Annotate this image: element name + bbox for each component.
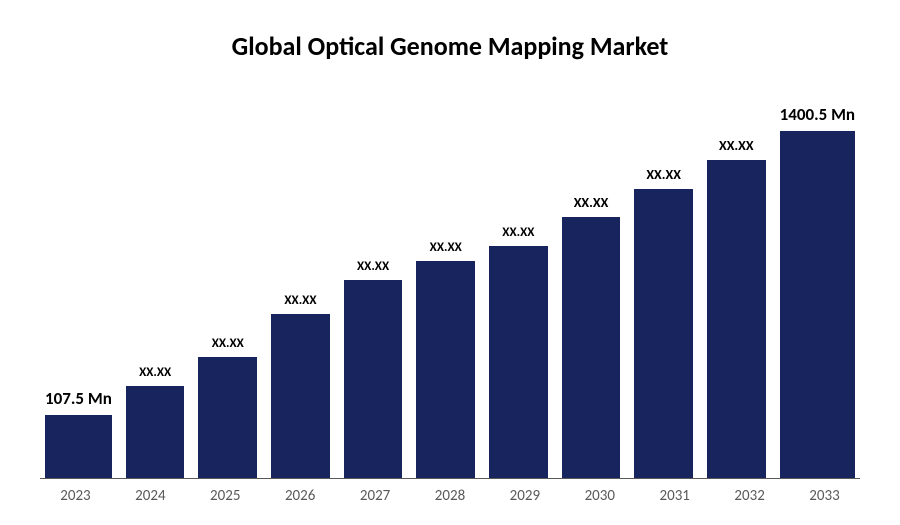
chart-title: Global Optical Genome Mapping Market [40,30,860,62]
bar [198,357,257,478]
x-axis-label: 2031 [644,487,705,505]
x-axis-labels: 2023 2024 2025 2026 2027 2028 2029 2030 2031 2032… [40,479,860,505]
x-axis-label: 2023 [45,487,106,505]
bar [489,246,548,478]
bar [780,131,855,478]
bar [707,160,766,478]
bar-group: XX.XX [126,92,185,478]
x-axis-label: 2028 [420,487,481,505]
bar [344,280,403,478]
x-axis-label: 2029 [494,487,555,505]
bar [126,386,185,478]
bar-group: XX.XX [198,92,257,478]
bar-value-label: XX.XX [212,336,244,351]
bar-value-label: XX.XX [139,365,171,380]
bar-group: XX.XX [416,92,475,478]
x-axis-label: 2030 [569,487,630,505]
chart-area: 107.5 Mn XX.XX XX.XX XX.XX XX.XX XX.XX XX.XX XX… [40,92,860,505]
bar-value-label: XX.XX [502,225,534,240]
x-axis-label: 2024 [120,487,181,505]
bar-group: 1400.5 Mn [780,92,855,478]
bar-value-label: XX.XX [284,293,316,308]
bar-value-label: XX.XX [574,194,609,211]
bars-container: 107.5 Mn XX.XX XX.XX XX.XX XX.XX XX.XX XX.XX XX… [40,92,860,479]
bar-group: XX.XX [562,92,621,478]
bar-value-label: XX.XX [719,137,754,154]
bar-group: XX.XX [344,92,403,478]
bar-value-label: XX.XX [430,240,462,255]
bar-group: XX.XX [634,92,693,478]
bar-value-label: 1400.5 Mn [780,104,855,125]
bar-value-label: 107.5 Mn [45,388,112,409]
bar-group: XX.XX [271,92,330,478]
bar-group: 107.5 Mn [45,92,112,478]
x-axis-label: 2027 [345,487,406,505]
bar-value-label: XX.XX [646,166,681,183]
x-axis-label: 2032 [719,487,780,505]
bar [271,314,330,478]
bar [45,415,112,478]
x-axis-label: 2026 [270,487,331,505]
bar-value-label: XX.XX [357,259,389,274]
x-axis-label: 2033 [794,487,855,505]
bar-group: XX.XX [707,92,766,478]
bar [634,189,693,479]
bar [416,261,475,478]
bar [562,217,621,478]
bar-group: XX.XX [489,92,548,478]
x-axis-label: 2025 [195,487,256,505]
